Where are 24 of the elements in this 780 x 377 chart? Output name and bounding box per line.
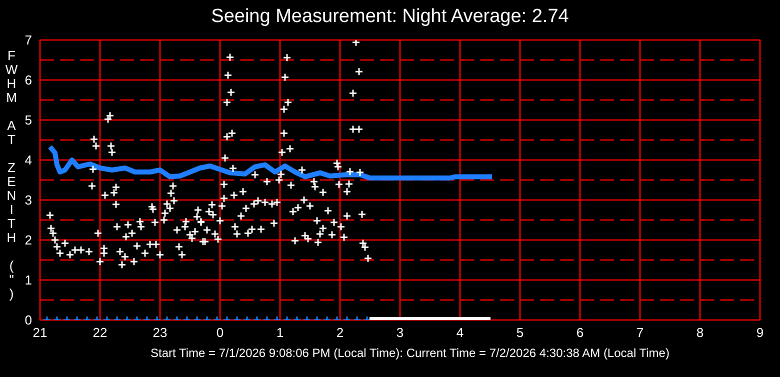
x-tick-label: 9 xyxy=(756,325,764,340)
x-axis-title: Start Time = 7/1/2026 9:08:06 PM (Local Time): Current Time = 7/2/2026 4:30:38 AM (Local Time) xyxy=(150,346,670,360)
y-tick-label: 6 xyxy=(24,72,32,88)
x-tick-label: 5 xyxy=(516,325,524,340)
x-tick-label: 0 xyxy=(216,325,224,340)
x-tick-label: 6 xyxy=(576,325,584,340)
y-tick-label: 5 xyxy=(24,112,32,128)
x-tick-label: 23 xyxy=(152,325,168,340)
chart-title: Seeing Measurement: Night Average: 2.74 xyxy=(210,6,570,28)
y-tick-label: 1 xyxy=(24,272,32,288)
y-tick-label: 3 xyxy=(24,192,32,208)
x-tick-label: 4 xyxy=(456,325,464,340)
y-tick-label: 0 xyxy=(24,312,32,328)
x-tick-label: 3 xyxy=(396,325,404,340)
x-tick-label: 21 xyxy=(32,325,48,340)
y-tick-label: 2 xyxy=(24,232,32,248)
x-tick-label: 1 xyxy=(276,325,284,340)
y-tick-label: 4 xyxy=(24,152,32,168)
x-tick-label: 2 xyxy=(336,325,344,340)
x-tick-label: 8 xyxy=(696,325,704,340)
y-tick-label: 7 xyxy=(24,32,32,48)
x-tick-label: 22 xyxy=(92,325,108,340)
y-axis-title: FWHM AT ZENITH (") xyxy=(4,48,19,300)
x-tick-label: 7 xyxy=(636,325,644,340)
